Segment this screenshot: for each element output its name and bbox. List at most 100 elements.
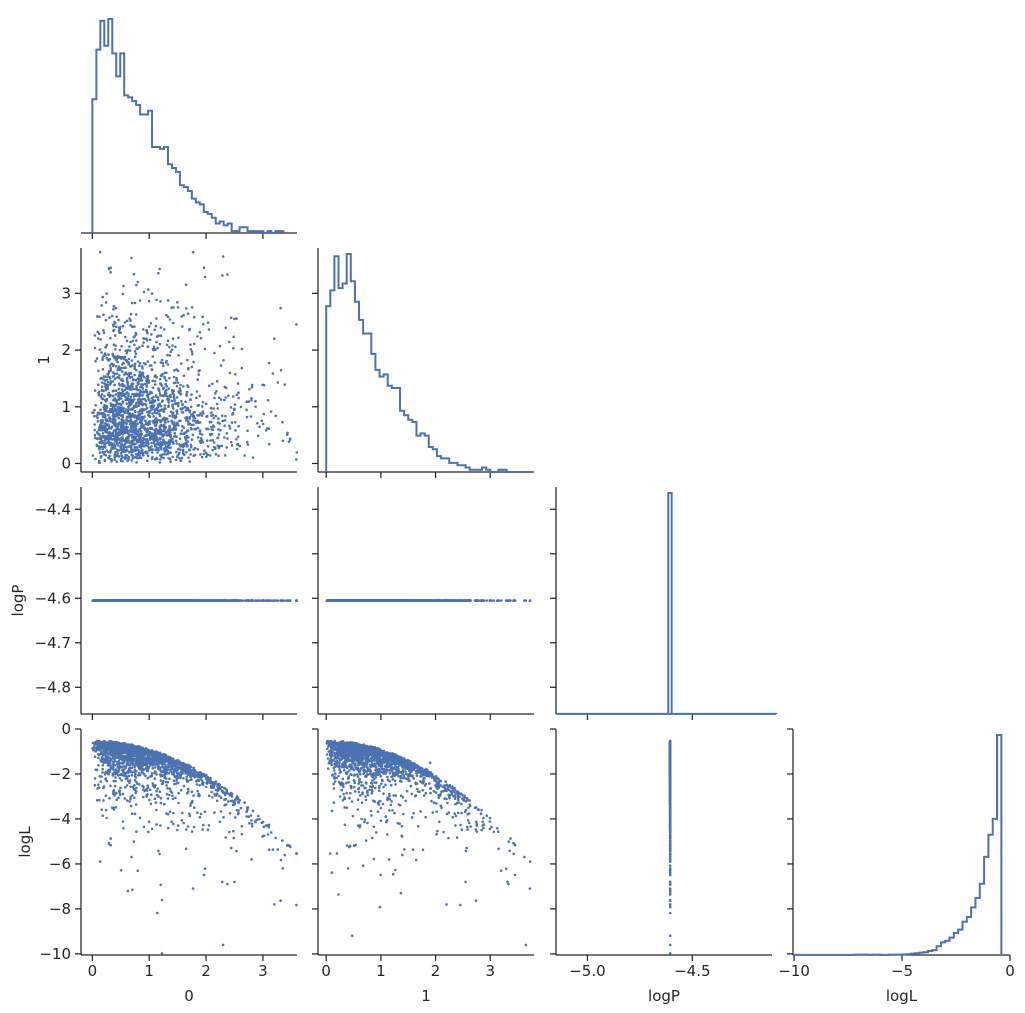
scatter-point-r1c0 — [158, 342, 162, 346]
scatter-point-r1c0 — [189, 343, 192, 347]
scatter-point-r1c0 — [97, 445, 101, 448]
scatter-point-r1c0 — [112, 329, 115, 333]
scatter-point-r1c0 — [116, 422, 120, 426]
scatter-point-r2c0 — [295, 599, 299, 602]
scatter-point-r1c0 — [131, 385, 134, 389]
scatter-point-r1c0 — [153, 409, 157, 412]
scatter-point-r1c0 — [175, 368, 178, 371]
y-tick-label-logP: −4.4 — [35, 500, 71, 518]
scatter-point-r1c0 — [281, 439, 285, 443]
scatter-point-r1c0 — [231, 413, 234, 416]
y-tick-label-logP: −4.7 — [35, 634, 71, 652]
scatter-point-r1c0 — [179, 432, 183, 436]
scatter-point-r1c0 — [258, 425, 261, 429]
scatter-point-r1c0 — [138, 456, 141, 460]
scatter-point-r1c0 — [165, 433, 169, 437]
scatter-point-r1c0 — [104, 422, 107, 425]
scatter-point-r1c0 — [158, 437, 162, 441]
scatter-point-r1c0 — [129, 395, 133, 398]
x-tick-label-logP: −4.5 — [674, 962, 710, 980]
scatter-point-r1c0 — [107, 441, 110, 445]
scatter-point-r1c0 — [99, 436, 103, 440]
scatter-point-r1c0 — [132, 272, 136, 276]
scatter-point-r1c0 — [171, 440, 175, 443]
scatter-point-r1c0 — [136, 280, 140, 284]
scatter-point-r1c0 — [171, 414, 174, 418]
scatter-point-r1c0 — [157, 387, 160, 391]
scatter-point-r1c0 — [217, 446, 221, 450]
scatter-point-r1c0 — [168, 354, 172, 357]
scatter-point-r1c0 — [114, 355, 117, 359]
scatter-point-r1c0 — [146, 459, 149, 463]
scatter-point-r1c0 — [139, 434, 143, 437]
scatter-point-r1c0 — [121, 415, 125, 419]
scatter-point-r1c0 — [165, 343, 169, 347]
y-axis-label-1: 1 — [35, 355, 53, 365]
scatter-point-r1c0 — [115, 460, 119, 464]
scatter-point-r2c0 — [191, 599, 194, 602]
scatter-point-r1c0 — [190, 350, 194, 354]
scatter-point-r1c0 — [112, 443, 115, 447]
scatter-point-r1c0 — [144, 443, 147, 447]
scatter-point-r1c0 — [99, 408, 102, 412]
scatter-point-r1c0 — [140, 379, 144, 382]
scatter-point-r1c0 — [119, 331, 122, 335]
scatter-point-r1c0 — [173, 402, 177, 405]
scatter-point-r1c0 — [117, 398, 121, 401]
scatter-point-r1c0 — [123, 449, 126, 453]
scatter-point-r1c0 — [127, 437, 130, 440]
scatter-point-r1c0 — [196, 335, 199, 338]
scatter-point-r1c0 — [235, 443, 239, 446]
scatter-point-r1c0 — [192, 448, 195, 451]
scatter-point-r1c0 — [144, 402, 147, 406]
scatter-point-r1c0 — [170, 306, 173, 310]
scatter-point-r1c0 — [135, 384, 138, 388]
scatter-point-r1c0 — [141, 394, 144, 397]
scatter-point-r1c0 — [114, 447, 117, 450]
scatter-point-r1c0 — [109, 420, 113, 423]
scatter-point-r1c0 — [199, 437, 203, 440]
scatter-point-r1c0 — [154, 445, 157, 448]
scatter-point-r1c0 — [142, 290, 146, 294]
scatter-point-r1c0 — [165, 448, 169, 452]
scatter-point-r1c0 — [178, 457, 181, 460]
scatter-point-r1c0 — [151, 355, 155, 358]
scatter-point-r1c0 — [184, 437, 188, 440]
scatter-point-r1c0 — [267, 361, 271, 365]
y-tick-label-logL: −10 — [39, 945, 71, 963]
scatter-point-r1c0 — [191, 250, 195, 254]
scatter-point-r1c0 — [230, 421, 234, 424]
scatter-point-r1c0 — [273, 337, 276, 341]
scatter-point-r1c0 — [114, 348, 117, 351]
scatter-point-r1c0 — [146, 360, 150, 363]
scatter-point-r1c0 — [127, 434, 131, 438]
scatter-point-r1c0 — [172, 381, 176, 385]
scatter-point-r1c0 — [104, 383, 107, 386]
scatter-point-r1c0 — [173, 369, 176, 372]
scatter-point-r1c0 — [113, 458, 116, 462]
histogram-logL — [793, 734, 1003, 956]
scatter-point-r1c0 — [122, 366, 126, 370]
scatter-point-r1c0 — [142, 417, 145, 420]
scatter-point-r1c0 — [159, 444, 162, 448]
scatter-point-r1c0 — [95, 430, 99, 434]
histogram-logP — [555, 492, 778, 715]
scatter-point-r1c0 — [153, 411, 157, 414]
scatter-point-r1c0 — [115, 372, 119, 376]
scatter-point-r1c0 — [110, 407, 114, 411]
scatter-point-r1c0 — [127, 394, 130, 398]
scatter-point-r1c0 — [133, 301, 137, 305]
scatter-point-r1c0 — [128, 349, 132, 352]
scatter-point-r1c0 — [134, 442, 137, 446]
scatter-point-r2c0 — [221, 599, 225, 602]
scatter-point-r1c0 — [236, 382, 240, 385]
scatter-point-r1c0 — [135, 386, 138, 390]
scatter-point-r2c0 — [114, 599, 117, 602]
scatter-point-r1c0 — [155, 457, 159, 461]
scatter-point-r1c0 — [125, 425, 128, 429]
scatter-point-r1c0 — [194, 427, 198, 431]
scatter-point-r2c0 — [243, 599, 246, 602]
scatter-point-r1c0 — [207, 328, 211, 331]
scatter-point-r1c0 — [174, 458, 178, 462]
scatter-point-r1c0 — [93, 433, 97, 437]
